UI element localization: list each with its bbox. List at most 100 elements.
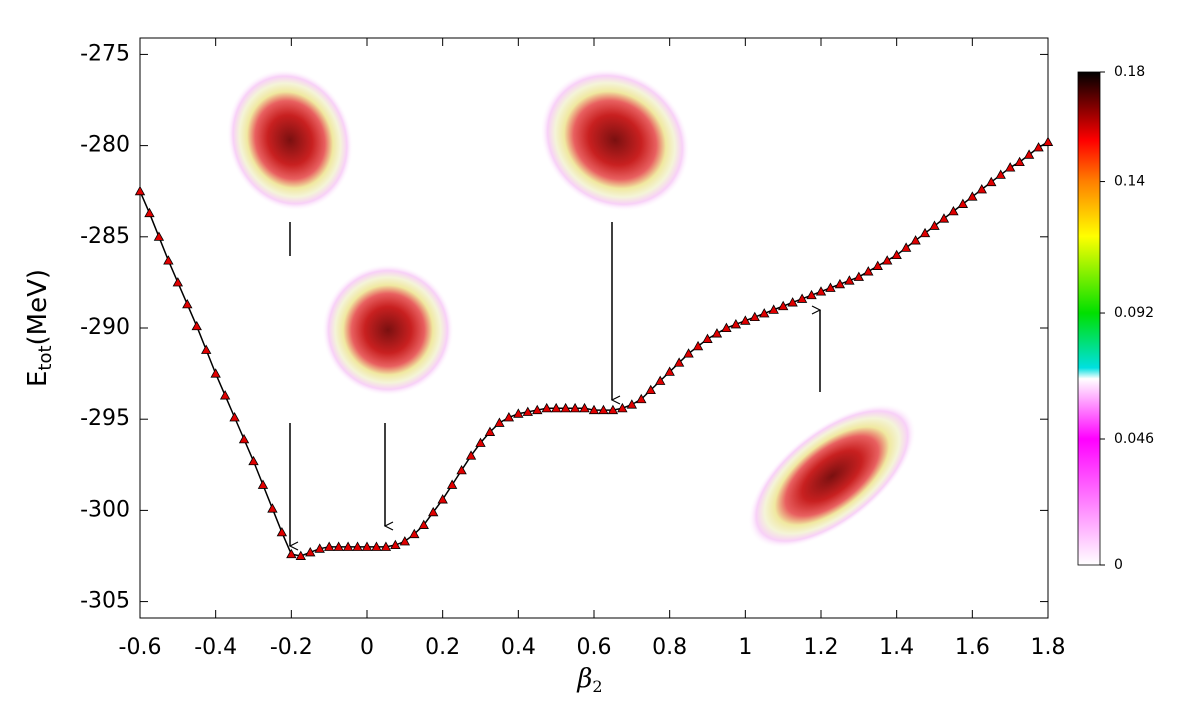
data-point: [248, 455, 259, 466]
data-point: [409, 528, 420, 539]
data-point: [1033, 142, 1044, 152]
data-point: [910, 235, 921, 245]
x-axis-label: β2: [576, 664, 602, 696]
data-point: [967, 191, 978, 201]
data-point: [399, 536, 411, 546]
y-tick-label: -275: [80, 41, 130, 66]
data-point: [759, 308, 770, 318]
data-point: [513, 408, 524, 418]
data-point: [957, 198, 969, 208]
y-tick-label: -305: [80, 589, 130, 614]
data-point: [645, 384, 656, 395]
x-tick-label: 0: [360, 635, 374, 660]
x-tick-label: 1.6: [955, 635, 990, 660]
data-point: [853, 271, 865, 281]
y-label-sub: tot: [35, 345, 56, 370]
data-point: [664, 366, 675, 376]
data-point: [295, 550, 306, 560]
data-point: [456, 464, 467, 475]
data-point: [1004, 162, 1016, 172]
data-point: [777, 300, 789, 311]
density-image: [747, 403, 917, 549]
data-point: [371, 541, 382, 551]
x-tick-label: 1: [738, 635, 752, 660]
data-point: [1014, 156, 1025, 167]
data-point: [390, 539, 401, 550]
y-tick-label: -290: [80, 315, 130, 340]
density-image: [322, 264, 454, 396]
data-point: [995, 169, 1006, 179]
data-point: [163, 255, 174, 265]
data-point: [825, 282, 836, 292]
data-point: [144, 207, 155, 218]
x-tick-label: 0.8: [652, 635, 687, 660]
data-point: [361, 541, 373, 551]
colorbar-tick-label: 0.092: [1114, 305, 1154, 321]
data-point: [929, 220, 940, 230]
plot-area: [134, 136, 1054, 560]
data-point: [607, 404, 619, 415]
data-point: [494, 417, 505, 427]
data-point: [153, 231, 165, 241]
data-point: [560, 402, 571, 413]
data-point: [796, 293, 808, 303]
data-point: [891, 249, 902, 260]
data-point: [882, 255, 893, 265]
density-insets: [226, 68, 917, 549]
x-tick-label: 0.6: [577, 635, 612, 660]
data-point: [730, 319, 742, 329]
data-point: [446, 479, 458, 489]
data-point: [938, 213, 950, 223]
x-tick-label: -0.6: [119, 635, 162, 660]
data-point: [257, 479, 269, 489]
data-point: [702, 333, 713, 343]
colorbar-tick-label: 0.18: [1114, 64, 1145, 80]
data-point: [768, 304, 779, 314]
x-tick-label: -0.2: [270, 635, 313, 660]
colorbar-tick-label: 0.14: [1114, 174, 1145, 190]
data-point: [305, 547, 316, 557]
y-axis-label: Etot(MeV): [23, 269, 57, 387]
data-point: [333, 541, 344, 551]
data-point: [844, 275, 855, 285]
colorbar-tick-label: 0: [1114, 557, 1123, 573]
data-point: [749, 311, 760, 322]
x-tick-label: 0.2: [425, 635, 460, 660]
data-point: [134, 185, 146, 196]
data-point: [598, 404, 609, 415]
x-label-base: β: [576, 664, 592, 694]
data-point: [636, 393, 647, 404]
y-tick-label: -300: [80, 497, 130, 522]
data-point: [863, 266, 874, 276]
data-point: [191, 320, 202, 331]
data-point: [342, 541, 354, 551]
data-point: [673, 357, 685, 367]
data-point: [834, 278, 846, 289]
data-point: [484, 426, 496, 436]
data-point: [806, 289, 817, 300]
data-point: [655, 375, 666, 385]
data-point: [740, 315, 751, 325]
density-image: [540, 68, 690, 212]
data-point: [286, 548, 297, 559]
data-point: [721, 322, 732, 332]
data-point: [683, 348, 694, 358]
data-point: [380, 541, 392, 551]
data-point: [352, 541, 363, 551]
data-point: [626, 399, 638, 409]
data-point: [787, 297, 798, 307]
data-point: [711, 328, 723, 338]
y-tick-label: -295: [80, 406, 130, 431]
colorbar-tick-label: 0.046: [1114, 431, 1154, 447]
data-point: [976, 184, 987, 194]
data-point: [541, 402, 552, 413]
data-point: [1042, 136, 1054, 146]
density-image: [226, 69, 354, 211]
data-point: [314, 543, 325, 553]
data-point: [815, 286, 827, 296]
y-label-base: E: [23, 371, 53, 387]
data-point: [900, 242, 912, 252]
data-point: [418, 519, 429, 529]
arrows: [290, 222, 820, 546]
